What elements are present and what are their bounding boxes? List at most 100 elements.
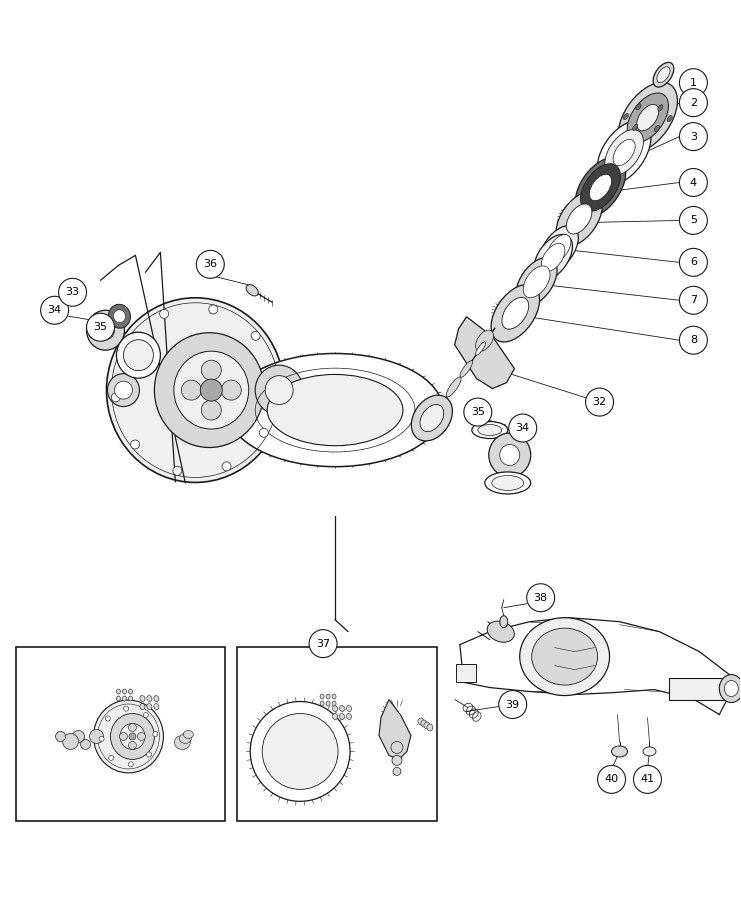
Ellipse shape [597,121,651,184]
Ellipse shape [182,380,202,400]
Ellipse shape [147,696,152,701]
Text: 35: 35 [471,407,485,417]
Ellipse shape [502,297,529,329]
Ellipse shape [333,706,338,712]
Ellipse shape [179,734,191,743]
Ellipse shape [255,365,303,415]
Ellipse shape [90,730,104,743]
Ellipse shape [259,428,268,437]
Polygon shape [455,317,514,389]
Ellipse shape [347,706,351,712]
Ellipse shape [539,226,579,272]
Ellipse shape [627,93,668,142]
Text: 3: 3 [690,131,697,141]
Ellipse shape [605,130,643,176]
Ellipse shape [633,124,638,130]
Ellipse shape [96,320,114,339]
Ellipse shape [143,713,148,717]
Ellipse shape [566,204,592,234]
Ellipse shape [589,175,611,201]
Bar [237,646,437,822]
Circle shape [634,765,662,794]
Ellipse shape [667,115,672,122]
Ellipse shape [489,433,531,477]
Ellipse shape [418,718,424,725]
Ellipse shape [122,689,127,694]
Ellipse shape [320,701,324,706]
Ellipse shape [446,377,461,397]
Ellipse shape [81,740,90,750]
Circle shape [679,168,708,196]
Ellipse shape [623,113,628,120]
Ellipse shape [720,675,741,703]
Ellipse shape [128,724,136,732]
Ellipse shape [270,378,279,387]
Ellipse shape [347,714,351,719]
Ellipse shape [339,706,345,712]
Ellipse shape [391,742,403,753]
Ellipse shape [140,696,145,701]
Ellipse shape [110,714,154,760]
Ellipse shape [654,125,659,131]
Ellipse shape [107,298,284,482]
Ellipse shape [326,694,330,699]
Ellipse shape [87,310,124,350]
Ellipse shape [636,104,641,110]
Ellipse shape [99,736,104,742]
Ellipse shape [250,701,350,801]
Ellipse shape [153,732,158,736]
Ellipse shape [124,339,153,371]
Ellipse shape [519,617,610,696]
Text: 41: 41 [640,774,654,785]
Ellipse shape [173,466,182,475]
Circle shape [679,89,708,117]
Ellipse shape [183,731,193,739]
Ellipse shape [421,720,427,727]
Ellipse shape [107,374,139,407]
Ellipse shape [532,628,597,685]
Ellipse shape [116,332,160,378]
Ellipse shape [653,62,674,87]
Ellipse shape [222,380,242,400]
Ellipse shape [174,735,190,750]
Ellipse shape [154,696,159,701]
Ellipse shape [333,714,338,719]
Ellipse shape [476,342,485,356]
Ellipse shape [108,304,130,328]
Ellipse shape [129,733,136,740]
Circle shape [309,630,337,658]
Polygon shape [379,699,411,760]
Ellipse shape [618,83,677,153]
Ellipse shape [499,616,508,627]
Ellipse shape [478,425,502,436]
Ellipse shape [119,733,127,741]
Ellipse shape [140,704,145,709]
Circle shape [196,250,225,278]
Text: 7: 7 [690,295,697,305]
Circle shape [679,286,708,314]
Text: 1: 1 [690,77,697,87]
Ellipse shape [392,755,402,765]
Ellipse shape [130,440,139,449]
Ellipse shape [424,722,430,729]
Ellipse shape [159,310,169,319]
Text: 37: 37 [316,639,330,649]
Bar [669,678,731,699]
Text: 38: 38 [534,593,548,603]
Ellipse shape [137,733,145,741]
Bar [456,663,476,681]
Ellipse shape [637,104,659,130]
Ellipse shape [262,714,338,789]
Ellipse shape [542,243,565,272]
Ellipse shape [326,701,330,706]
Ellipse shape [472,421,508,438]
Text: 8: 8 [690,335,697,346]
Ellipse shape [113,310,125,323]
Ellipse shape [487,621,514,643]
Ellipse shape [174,351,249,429]
Circle shape [679,68,708,96]
Ellipse shape [643,747,656,756]
Ellipse shape [485,472,531,494]
Circle shape [464,398,492,426]
Ellipse shape [56,732,65,742]
